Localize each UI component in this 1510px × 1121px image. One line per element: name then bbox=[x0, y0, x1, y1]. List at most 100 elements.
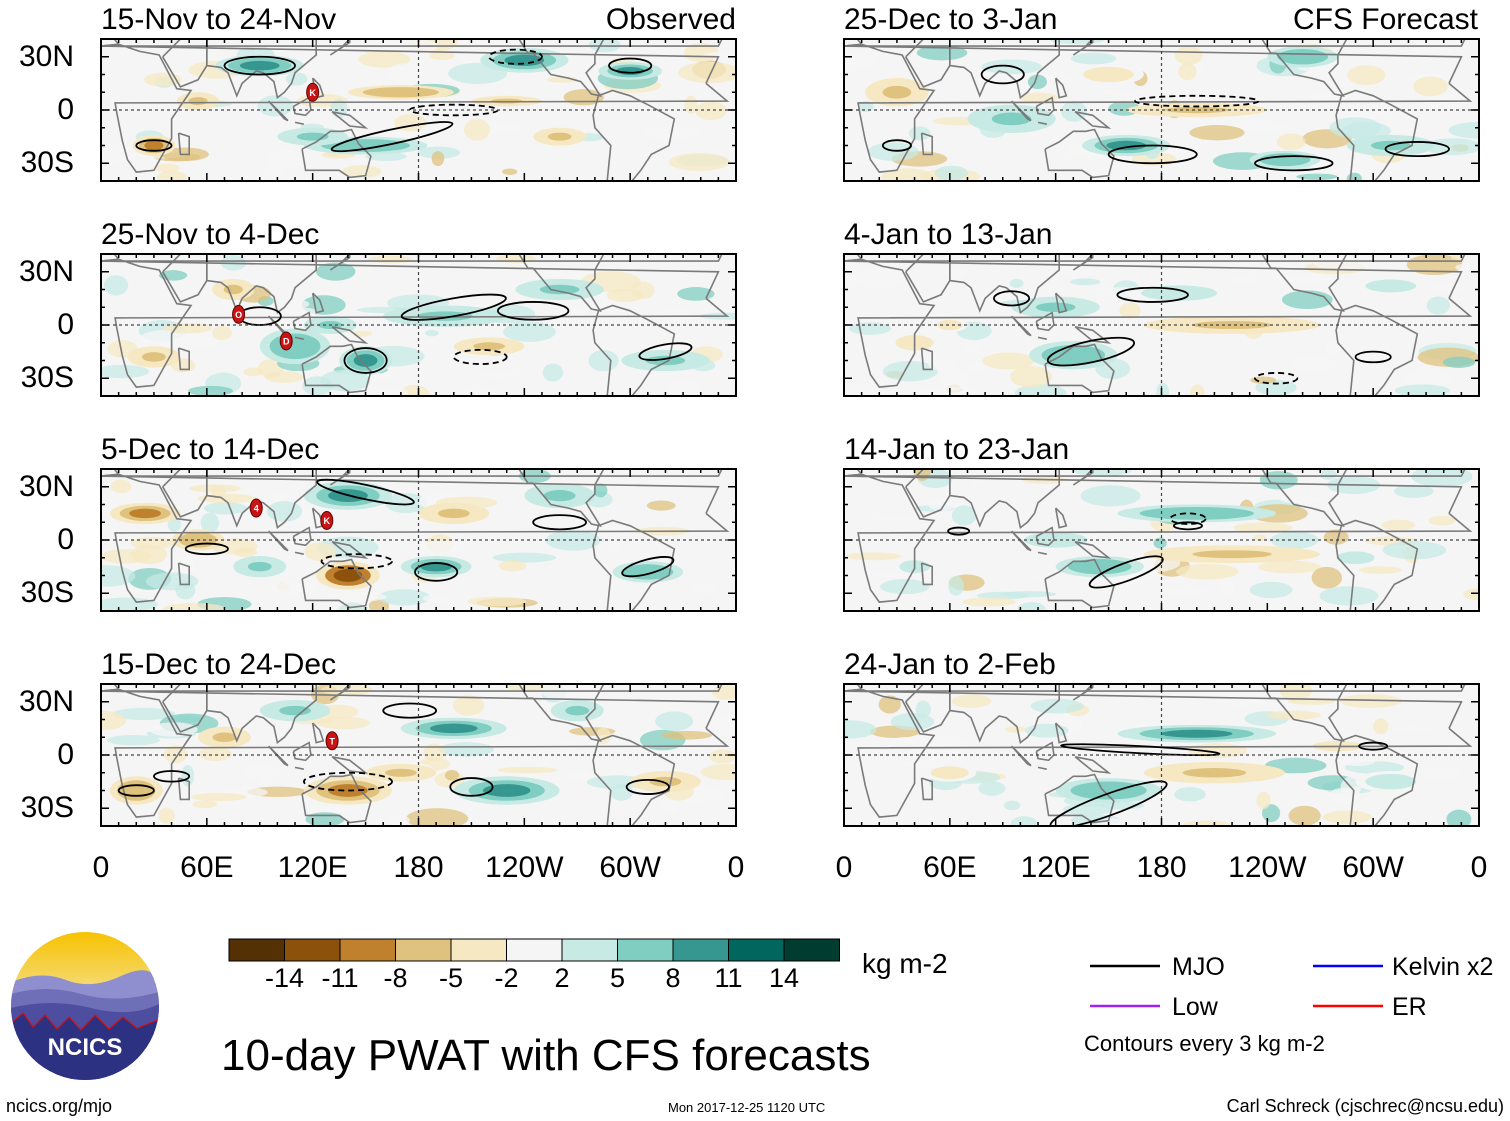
anomaly-blob bbox=[1070, 278, 1101, 286]
y-tick-label: 30S bbox=[20, 791, 74, 825]
anomaly-blob bbox=[420, 540, 467, 554]
coastline bbox=[177, 562, 190, 586]
x-tick-label: 60E bbox=[180, 851, 234, 884]
anomaly-blob bbox=[492, 552, 557, 563]
anomaly-blob bbox=[655, 711, 694, 732]
anomaly-blob bbox=[881, 168, 934, 181]
anomaly-blob bbox=[367, 255, 413, 264]
coastline bbox=[1074, 111, 1112, 129]
anomaly-blob bbox=[198, 746, 232, 762]
anomaly-blob bbox=[271, 582, 317, 594]
coastline bbox=[592, 304, 676, 396]
anomaly-blob bbox=[868, 142, 919, 161]
mjo-contour bbox=[1134, 94, 1260, 108]
anomaly-blob bbox=[305, 812, 345, 826]
coastline bbox=[1261, 39, 1348, 97]
anomaly-blob bbox=[464, 118, 490, 141]
mjo-contour bbox=[1107, 144, 1198, 165]
anomaly-blob bbox=[1009, 278, 1024, 288]
anomaly-blob bbox=[844, 720, 877, 739]
anomaly-blob bbox=[243, 367, 264, 377]
coastline bbox=[292, 311, 312, 332]
anomaly-blob bbox=[593, 483, 608, 498]
anomaly-blob bbox=[462, 385, 498, 396]
coastline bbox=[1261, 469, 1348, 527]
y-tick-label: 0 bbox=[57, 738, 74, 771]
coastline bbox=[1035, 96, 1055, 117]
anomaly-blob bbox=[471, 737, 520, 745]
anomaly-blob bbox=[200, 512, 220, 533]
x-tick-label: 0 bbox=[727, 851, 745, 884]
y-tick-label: 30S bbox=[20, 361, 74, 395]
anomaly-blob bbox=[646, 44, 664, 51]
anomaly-blob bbox=[871, 570, 904, 579]
anomaly-blob bbox=[928, 498, 954, 512]
anomaly-blob bbox=[192, 800, 218, 809]
coastline bbox=[1074, 326, 1112, 344]
colorbar-swatch bbox=[228, 938, 285, 962]
anomaly-patch bbox=[631, 567, 664, 577]
colorbar-label: -8 bbox=[383, 963, 408, 993]
map-panel: OD bbox=[100, 253, 737, 397]
anomaly-blob bbox=[844, 51, 878, 71]
coastline bbox=[592, 89, 676, 181]
x-tick-label: 180 bbox=[1136, 851, 1187, 884]
anomaly-blob bbox=[158, 807, 175, 824]
anomaly-blob bbox=[1070, 52, 1117, 65]
mjo-contour bbox=[1254, 372, 1299, 385]
panel-title: 14-Jan to 23-Jan bbox=[844, 433, 1070, 466]
coastline bbox=[331, 541, 369, 559]
anomaly-blob bbox=[1373, 718, 1389, 735]
y-tick-label: 0 bbox=[57, 523, 74, 556]
x-tick-label: 60E bbox=[923, 851, 977, 884]
anomaly-blob bbox=[377, 589, 431, 606]
anomaly-blob bbox=[712, 684, 736, 700]
storm-marker bbox=[249, 498, 263, 518]
storm-marker-label: O bbox=[235, 310, 242, 320]
anomaly-blob bbox=[143, 72, 182, 87]
coastline bbox=[206, 39, 318, 99]
anomaly-blob bbox=[444, 769, 460, 781]
anomaly-patch bbox=[645, 355, 686, 366]
colorbar-swatch bbox=[395, 938, 452, 962]
anomaly-blob bbox=[845, 552, 902, 561]
anomaly-blob bbox=[1288, 805, 1321, 826]
coastline bbox=[518, 39, 605, 97]
colorbar-swatch bbox=[339, 938, 396, 962]
anomaly-patch bbox=[429, 723, 478, 734]
coastline bbox=[844, 39, 1466, 47]
coastline bbox=[206, 469, 318, 529]
anomaly-blob bbox=[101, 597, 158, 611]
anomaly-patch bbox=[353, 354, 378, 367]
anomaly-blob bbox=[163, 323, 212, 334]
storm-marker-label: 4 bbox=[254, 504, 259, 514]
anomaly-blob bbox=[1010, 816, 1038, 826]
coastline bbox=[1054, 722, 1068, 744]
observed-tag: Observed bbox=[605, 3, 736, 36]
mjo-contour bbox=[625, 778, 670, 795]
anomaly-blob bbox=[300, 806, 357, 814]
anomaly-blob bbox=[189, 484, 241, 493]
anomaly-blob bbox=[982, 352, 1035, 370]
mjo-contour bbox=[496, 301, 570, 321]
anomaly-patch bbox=[144, 140, 164, 151]
coastline bbox=[101, 469, 723, 477]
anomaly-blob bbox=[1266, 710, 1322, 720]
anomaly-blob bbox=[1422, 766, 1460, 780]
anomaly-blob bbox=[700, 764, 736, 781]
anomaly-blob bbox=[1296, 173, 1338, 180]
figure-title: 10-day PWAT with CFS forecasts bbox=[221, 1031, 871, 1080]
coastline bbox=[518, 469, 605, 527]
anomaly-patch bbox=[941, 321, 958, 329]
mjo-contour bbox=[1358, 741, 1389, 751]
colorbar-label: 14 bbox=[768, 963, 800, 993]
colorbar-label: -11 bbox=[321, 963, 359, 993]
coastline bbox=[101, 39, 723, 47]
anomaly-blob bbox=[558, 740, 577, 758]
anomaly-blob bbox=[963, 344, 980, 354]
coastline bbox=[518, 684, 605, 742]
anomaly-blob bbox=[1229, 275, 1255, 287]
anomaly-blob bbox=[191, 792, 247, 802]
anomaly-blob bbox=[641, 479, 696, 490]
anomaly-patch bbox=[384, 768, 417, 777]
